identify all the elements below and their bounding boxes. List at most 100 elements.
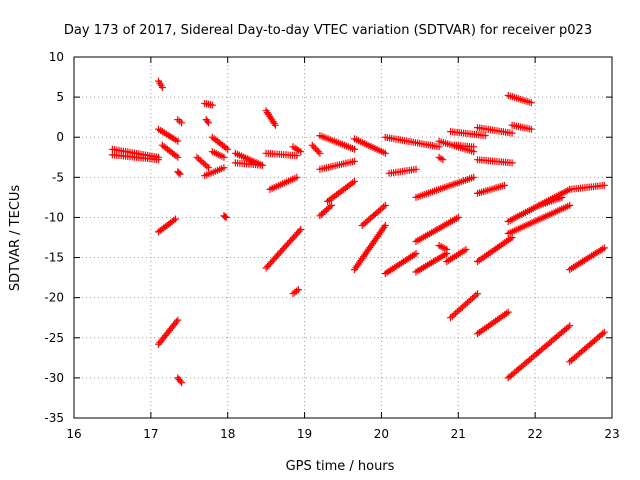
data-series-segment	[174, 374, 186, 387]
data-series-segment	[447, 290, 481, 322]
data-point-markers	[155, 316, 182, 348]
y-tick-label: -35	[44, 411, 64, 425]
data-series-segment	[155, 316, 182, 348]
data-point-markers	[266, 173, 301, 193]
data-series-segment	[566, 328, 608, 366]
data-point-markers	[381, 133, 443, 151]
data-series-segment	[450, 141, 478, 151]
data-series-segment	[358, 201, 389, 229]
data-point-markers	[155, 77, 166, 91]
data-series-segment	[174, 116, 186, 127]
data-point-markers	[289, 286, 302, 298]
data-series-segment	[508, 121, 535, 133]
data-point-markers	[504, 322, 574, 382]
axis-ticks: 16 17 18 19 20 21 22 23 10 5 0 -5 -10 -15 -20 -25 -30 -35	[44, 50, 619, 441]
data-point-markers	[220, 212, 230, 221]
data-point-markers	[358, 201, 389, 229]
x-tick-label: 20	[374, 427, 389, 441]
data-series-segment	[381, 250, 420, 278]
data-point-markers	[174, 168, 184, 178]
data-point-markers	[504, 92, 535, 107]
data-series-segment	[504, 322, 574, 382]
x-axis-label: GPS time / hours	[286, 459, 395, 474]
data-point-markers	[262, 226, 305, 272]
data-series-segment	[155, 77, 166, 91]
y-tick-label: 5	[56, 90, 64, 104]
y-tick-label: 10	[49, 50, 64, 64]
data-point-markers	[474, 234, 516, 266]
y-tick-label: -20	[44, 291, 64, 305]
data-point-markers	[316, 201, 335, 220]
x-tick-label: 18	[220, 427, 235, 441]
data-point-markers	[201, 100, 216, 109]
y-axis-label: SDTVAR / TECUs	[8, 185, 23, 292]
data-series-segment	[193, 153, 212, 172]
data-point-markers	[566, 181, 608, 193]
data-series-segment	[316, 201, 335, 220]
data-series-segment	[262, 226, 305, 272]
data-series-segment	[504, 92, 535, 107]
data-point-markers	[443, 246, 470, 266]
data-series-segment	[324, 177, 358, 205]
data-series-segment	[412, 173, 478, 201]
data-point-markers	[504, 201, 574, 237]
data-series-segment	[435, 153, 447, 164]
data-point-markers	[202, 116, 212, 127]
data-series-segment	[262, 149, 301, 160]
y-tick-label: -25	[44, 331, 64, 345]
x-tick-label: 17	[143, 427, 158, 441]
data-point-markers	[208, 133, 232, 153]
data-series-segment	[412, 250, 451, 276]
data-point-markers	[158, 141, 182, 161]
chart-title: Day 173 of 2017, Sidereal Day-to-day VTE…	[64, 23, 592, 38]
data-series-segment	[474, 181, 508, 197]
grid-lines	[74, 57, 612, 418]
data-series-segment	[308, 141, 324, 157]
data-series-segment	[535, 193, 566, 209]
data-point-markers	[308, 141, 324, 157]
data-series-segment	[155, 215, 179, 236]
data-point-markers	[262, 107, 279, 129]
data-point-markers	[566, 328, 608, 366]
data-point-markers	[351, 135, 389, 157]
data-series-segment	[474, 124, 516, 137]
x-tick-label: 19	[297, 427, 312, 441]
data-point-markers	[435, 242, 451, 253]
data-point-markers	[108, 151, 162, 164]
data-point-markers	[174, 116, 186, 127]
data-series-segment	[174, 168, 184, 178]
data-series-segment	[266, 173, 301, 193]
data-series-segment	[201, 164, 228, 180]
data-series-segment	[108, 151, 162, 164]
data-point-markers	[262, 149, 301, 160]
data-point-markers	[289, 143, 305, 156]
data-point-markers	[351, 222, 389, 274]
data-series-segment	[385, 165, 420, 177]
y-tick-label: -30	[44, 371, 64, 385]
data-point-markers	[474, 181, 508, 197]
data-point-markers	[447, 128, 489, 140]
data-series-segment	[435, 242, 451, 253]
data-point-markers	[324, 177, 358, 205]
data-point-markers	[474, 124, 516, 137]
data-series-segment	[208, 133, 232, 153]
data-series-segment	[447, 128, 489, 140]
data-series-segment	[504, 201, 574, 237]
data-point-markers	[201, 164, 228, 180]
data-point-markers	[174, 374, 186, 387]
data-point-markers	[193, 153, 212, 172]
data-series-segment	[158, 141, 182, 161]
data-series-segment	[351, 135, 389, 157]
data-series-segment	[231, 159, 266, 169]
data-series-segment	[474, 234, 516, 266]
data-point-markers	[316, 132, 358, 153]
y-tick-label: -15	[44, 251, 64, 265]
data-series-segment	[566, 244, 608, 274]
data-point-markers	[412, 250, 451, 276]
data-series-segment	[262, 107, 279, 129]
data-series-segment	[412, 213, 462, 245]
data-point-markers	[155, 215, 179, 236]
data-series-segment	[208, 148, 228, 161]
data-series-segment	[316, 132, 358, 153]
